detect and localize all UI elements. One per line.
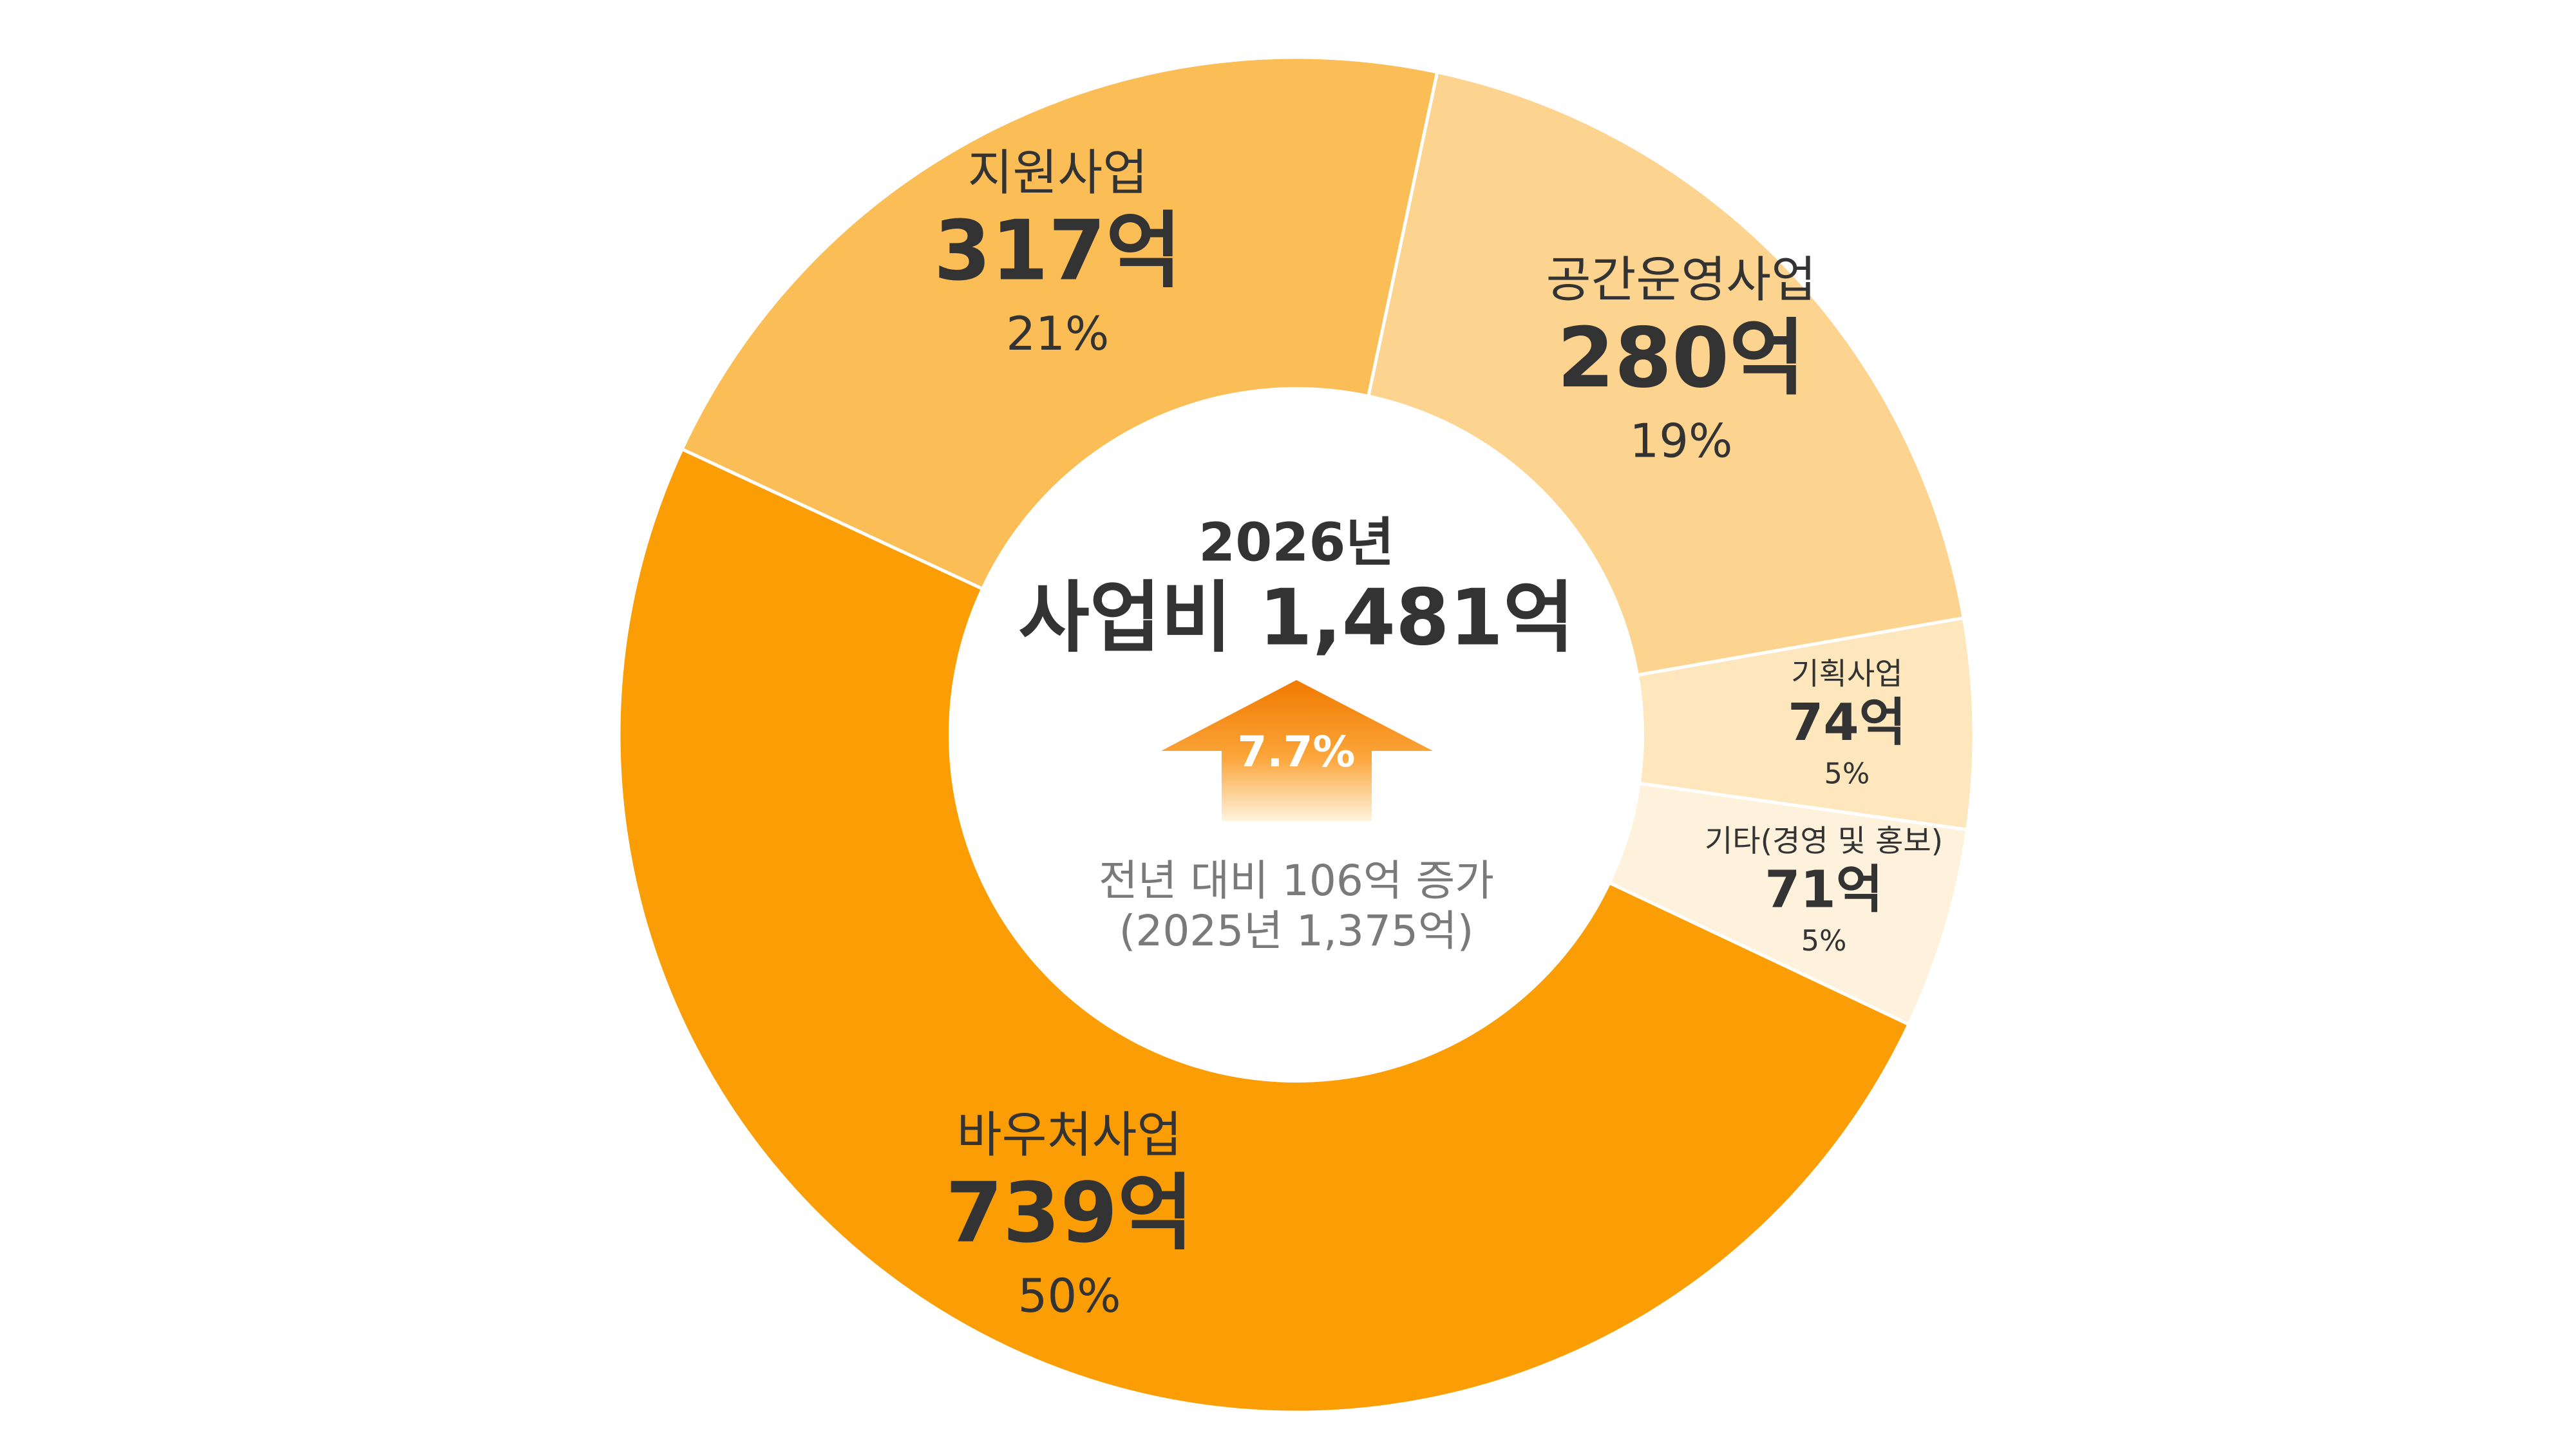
percentage-label: 5% [1824, 757, 1870, 790]
category-label: 공간운영사업 [1546, 251, 1817, 308]
percentage-label: 21% [1006, 307, 1109, 361]
growth-rate: 7.7% [1237, 727, 1355, 777]
value-label: 317억 [934, 204, 1182, 299]
percentage-label: 50% [1018, 1269, 1121, 1323]
center-year: 2026년 [1198, 512, 1394, 573]
percentage-label: 5% [1801, 924, 1847, 958]
slice-label: 기타(경영 및 홍보)71억 5% [1705, 824, 1943, 958]
center-previous: (2025년 1,375억) [1119, 906, 1474, 956]
center-total: 사업비 1,481억 [1019, 574, 1575, 663]
category-label: 기타(경영 및 홍보) [1705, 824, 1943, 859]
value-label: 74억 [1788, 692, 1906, 752]
center-note: 전년 대비 106억 증가 [1099, 856, 1494, 905]
growth-arrow [1161, 680, 1433, 821]
value-label: 71억 [1765, 859, 1882, 919]
value-label: 739억 [945, 1166, 1193, 1262]
value-label: 280억 [1557, 310, 1805, 406]
category-label: 기획사업 [1791, 656, 1902, 692]
category-label: 바우처사업 [957, 1106, 1182, 1163]
percentage-label: 19% [1629, 413, 1732, 468]
category-label: 지원사업 [967, 144, 1148, 201]
